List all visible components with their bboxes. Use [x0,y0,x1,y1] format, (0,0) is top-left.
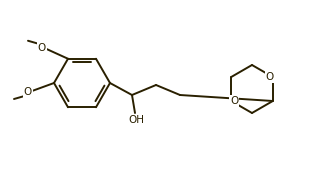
Text: O: O [230,96,238,106]
Text: OH: OH [128,115,144,125]
Text: O: O [266,72,274,82]
Text: O: O [38,43,46,53]
Text: O: O [24,87,32,97]
